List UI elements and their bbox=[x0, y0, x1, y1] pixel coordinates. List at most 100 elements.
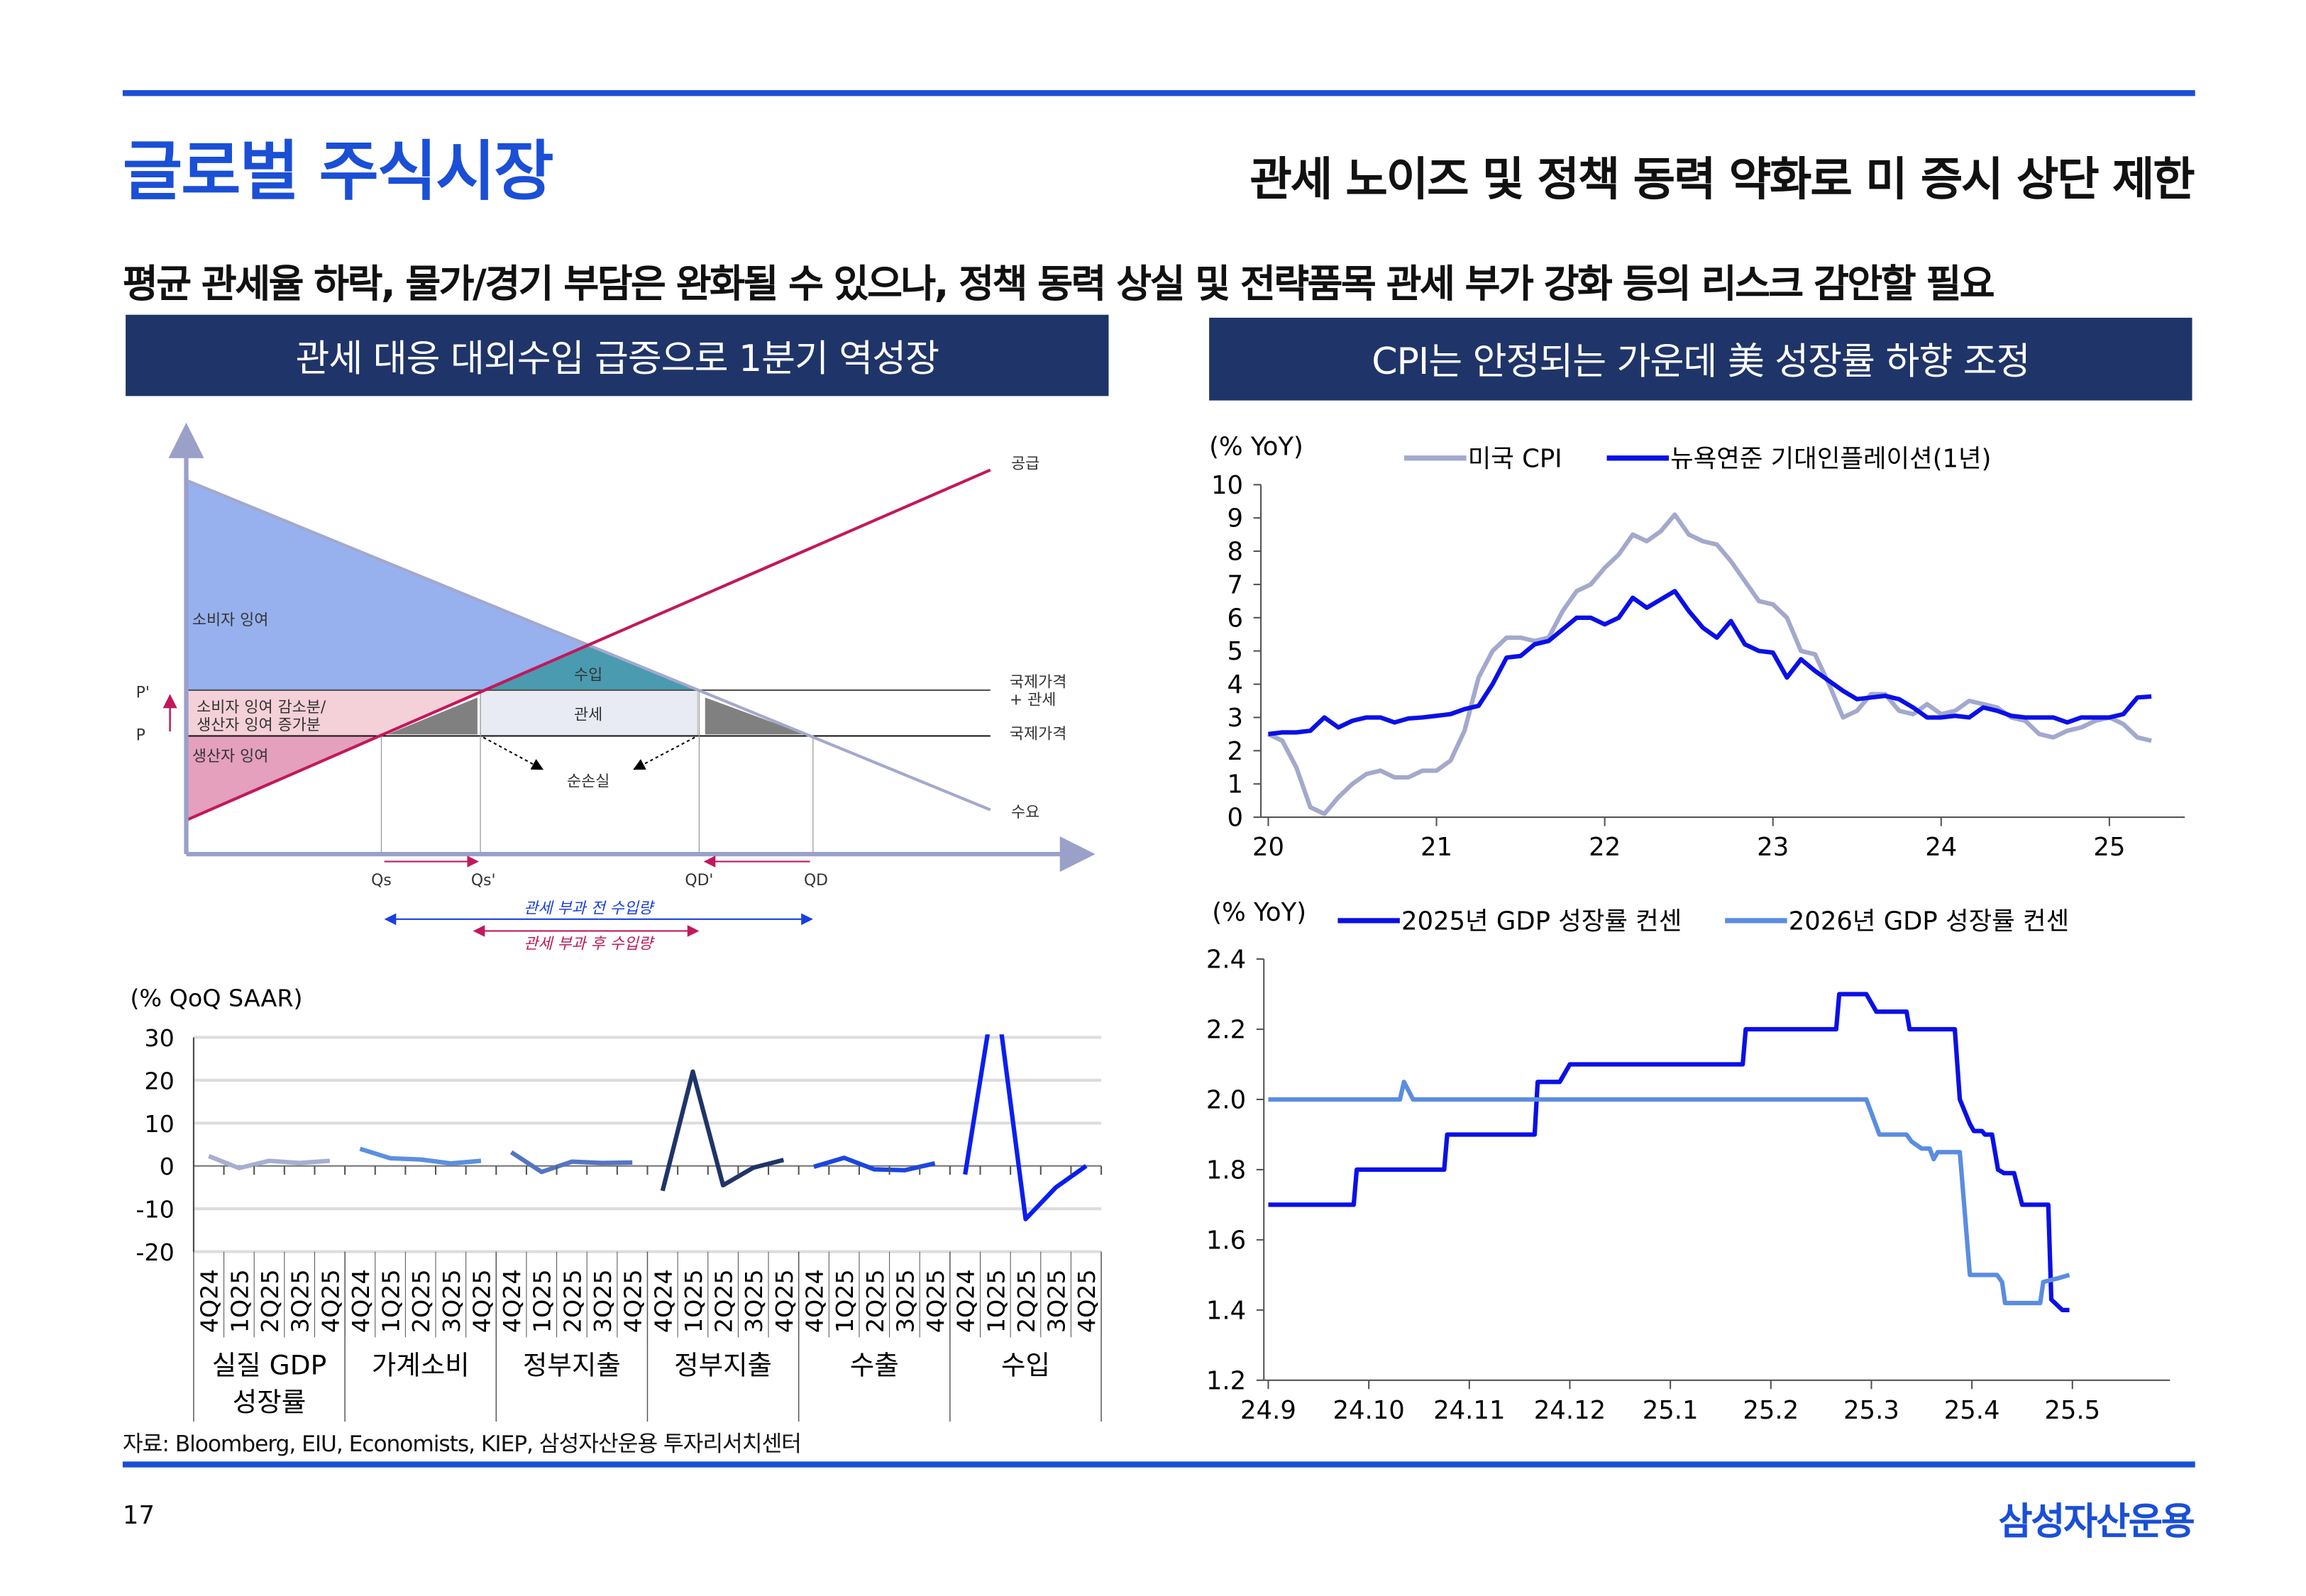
x-category-label: 1Q25 bbox=[831, 1269, 859, 1333]
series-line-0 bbox=[1267, 512, 2152, 816]
producer-surplus-label: 생산자 잉여 bbox=[192, 748, 269, 765]
tariff-area bbox=[480, 689, 698, 737]
y-tick-label: 7 bbox=[1228, 570, 1244, 599]
source-note: 자료: Bloomberg, EIU, Economists, KIEP, 삼성… bbox=[122, 1430, 802, 1458]
gdp-consensus-chart: (% YoY) 1.2 1.4 1.6 1.8 2.0 2.2 2.4 24.9 24.10 24.… bbox=[1206, 898, 2170, 1425]
y-tick-label: 1.8 bbox=[1206, 1156, 1246, 1185]
x-category-label: 4Q24 bbox=[800, 1269, 828, 1333]
y-tick-label: 2.2 bbox=[1206, 1016, 1246, 1045]
group-label: 실질 GDP bbox=[212, 1349, 326, 1380]
y-tick-label: 20 bbox=[144, 1067, 174, 1095]
series-line-0 bbox=[1268, 992, 2070, 1312]
imports-after-label: 관세 부과 후 수입량 bbox=[524, 935, 656, 953]
x-category-label: 4Q24 bbox=[347, 1269, 375, 1333]
group-label-line2: 성장률 bbox=[233, 1387, 306, 1418]
legend-label: 미국 CPI bbox=[1468, 444, 1562, 473]
y-tick-label: 5 bbox=[1228, 637, 1244, 666]
tariff-diagram: 공급 수요 국제가격 + 관세 국제가격 P' P 소비자 잉여 소비자 잉여 … bbox=[136, 422, 1096, 953]
qd-prime-label: QD' bbox=[685, 872, 713, 890]
y-tick-label: -10 bbox=[136, 1196, 174, 1224]
x-tick-label: 25.5 bbox=[2044, 1396, 2100, 1425]
x-category-label: 4Q25 bbox=[619, 1269, 647, 1333]
x-category-label: 1Q25 bbox=[226, 1269, 253, 1333]
x-tick-label: 23 bbox=[1757, 833, 1789, 862]
y-axis-label: (% YoY) bbox=[1212, 898, 1306, 927]
page-number: 17 bbox=[122, 1501, 155, 1531]
page-title: 글로벌 주식시장 bbox=[122, 134, 554, 210]
x-tick-label: 21 bbox=[1420, 833, 1452, 862]
left-panel-heading: 관세 대응 대외수입 급증으로 1분기 역성장 bbox=[126, 314, 1109, 397]
x-tick-label: 24.12 bbox=[1534, 1396, 1606, 1425]
x-category-label: 3Q25 bbox=[1043, 1269, 1071, 1333]
consumer-surplus-label: 소비자 잉여 bbox=[192, 611, 269, 629]
world-price-tariff-label-2: + 관세 bbox=[1010, 692, 1057, 709]
group-label: 정부지출 bbox=[523, 1349, 621, 1380]
x-category-label: 1Q25 bbox=[982, 1269, 1010, 1333]
y-tick-label: 4 bbox=[1228, 670, 1244, 699]
y-tick-label: 0 bbox=[160, 1153, 175, 1180]
series-line-5 bbox=[963, 1034, 1088, 1221]
y-tick-label: 2.4 bbox=[1206, 946, 1246, 975]
x-category-label: 4Q24 bbox=[196, 1269, 224, 1333]
y-tick-label: 2.0 bbox=[1206, 1085, 1246, 1114]
deadweight-loss-label: 순손실 bbox=[567, 772, 609, 790]
y-tick-label: 1 bbox=[1228, 770, 1244, 799]
x-category-label: 4Q25 bbox=[922, 1269, 949, 1333]
supply-curve bbox=[185, 468, 991, 822]
x-tick-label: 25.2 bbox=[1743, 1396, 1799, 1425]
series-line-3 bbox=[660, 1069, 785, 1192]
x-category-label: 4Q25 bbox=[771, 1269, 798, 1333]
x-category-label: 1Q25 bbox=[529, 1269, 556, 1333]
series-line-1 bbox=[1268, 1080, 2070, 1306]
p-label: P bbox=[136, 727, 145, 745]
x-tick-label: 24 bbox=[1925, 833, 1957, 862]
x-category-label: 3Q25 bbox=[891, 1269, 919, 1333]
x-tick-label: 24.9 bbox=[1240, 1396, 1296, 1425]
qs-prime-label: Qs' bbox=[471, 872, 496, 890]
x-category-label: 4Q24 bbox=[952, 1269, 980, 1333]
y-tick-label: 1.6 bbox=[1206, 1226, 1246, 1255]
series-line-1 bbox=[1268, 589, 2152, 736]
x-tick-label: 20 bbox=[1252, 833, 1284, 862]
group-label: 수출 bbox=[850, 1349, 899, 1380]
y-tick-label: 1.2 bbox=[1206, 1366, 1246, 1395]
x-category-label: 3Q25 bbox=[287, 1269, 314, 1333]
x-category-label: 2Q25 bbox=[256, 1269, 284, 1333]
world-price-tariff-label: 국제가격 bbox=[1010, 674, 1066, 692]
y-tick-label: 8 bbox=[1228, 538, 1244, 567]
world-price-label: 국제가격 bbox=[1010, 726, 1066, 743]
legend-label: 2026년 GDP 성장률 컨센 bbox=[1789, 907, 2069, 936]
series-line-4 bbox=[813, 1156, 936, 1173]
y-tick-label: 0 bbox=[1228, 804, 1244, 833]
imports-label: 수입 bbox=[574, 666, 602, 684]
x-category-label: 4Q25 bbox=[1073, 1269, 1100, 1333]
top-rule bbox=[122, 90, 2195, 96]
x-category-label: 1Q25 bbox=[377, 1269, 405, 1333]
x-tick-label: 25.4 bbox=[1944, 1396, 2000, 1425]
x-category-label: 2Q25 bbox=[407, 1269, 435, 1333]
imports-before-label: 관세 부과 전 수입량 bbox=[524, 899, 656, 917]
legend-label: 뉴욕연준 기대인플레이션(1년) bbox=[1670, 444, 1991, 473]
right-panel-heading: CPI는 안정되는 가운데 美 성장률 하향 조정 bbox=[1209, 317, 2192, 401]
y-tick-label: 2 bbox=[1228, 737, 1244, 766]
x-tick-label: 25.1 bbox=[1643, 1396, 1699, 1425]
x-category-label: 4Q25 bbox=[316, 1269, 344, 1333]
x-category-label: 3Q25 bbox=[589, 1269, 617, 1333]
x-category-label: 4Q24 bbox=[649, 1269, 677, 1333]
ps-increase-label: 생산자 잉여 증가분 bbox=[197, 716, 321, 734]
series-line-2 bbox=[509, 1150, 633, 1175]
y-tick-label: 10 bbox=[1211, 471, 1243, 500]
company-logo: 삼성자산운용 bbox=[1998, 1500, 2195, 1543]
group-label: 수입 bbox=[1001, 1349, 1050, 1380]
x-tick-label: 22 bbox=[1589, 833, 1621, 862]
y-tick-label: 9 bbox=[1228, 504, 1244, 533]
y-tick-label: 10 bbox=[144, 1110, 174, 1138]
legend-label: 2025년 GDP 성장률 컨센 bbox=[1401, 907, 1682, 936]
qs-label: Qs bbox=[371, 872, 392, 890]
headline: 관세 노이즈 및 정책 동력 약화로 미 증시 상단 제한 bbox=[1249, 153, 2195, 207]
y-axis-label: (% QoQ SAAR) bbox=[130, 985, 302, 1012]
qd-label: QD bbox=[804, 872, 828, 890]
y-axis-label: (% YoY) bbox=[1209, 433, 1303, 462]
